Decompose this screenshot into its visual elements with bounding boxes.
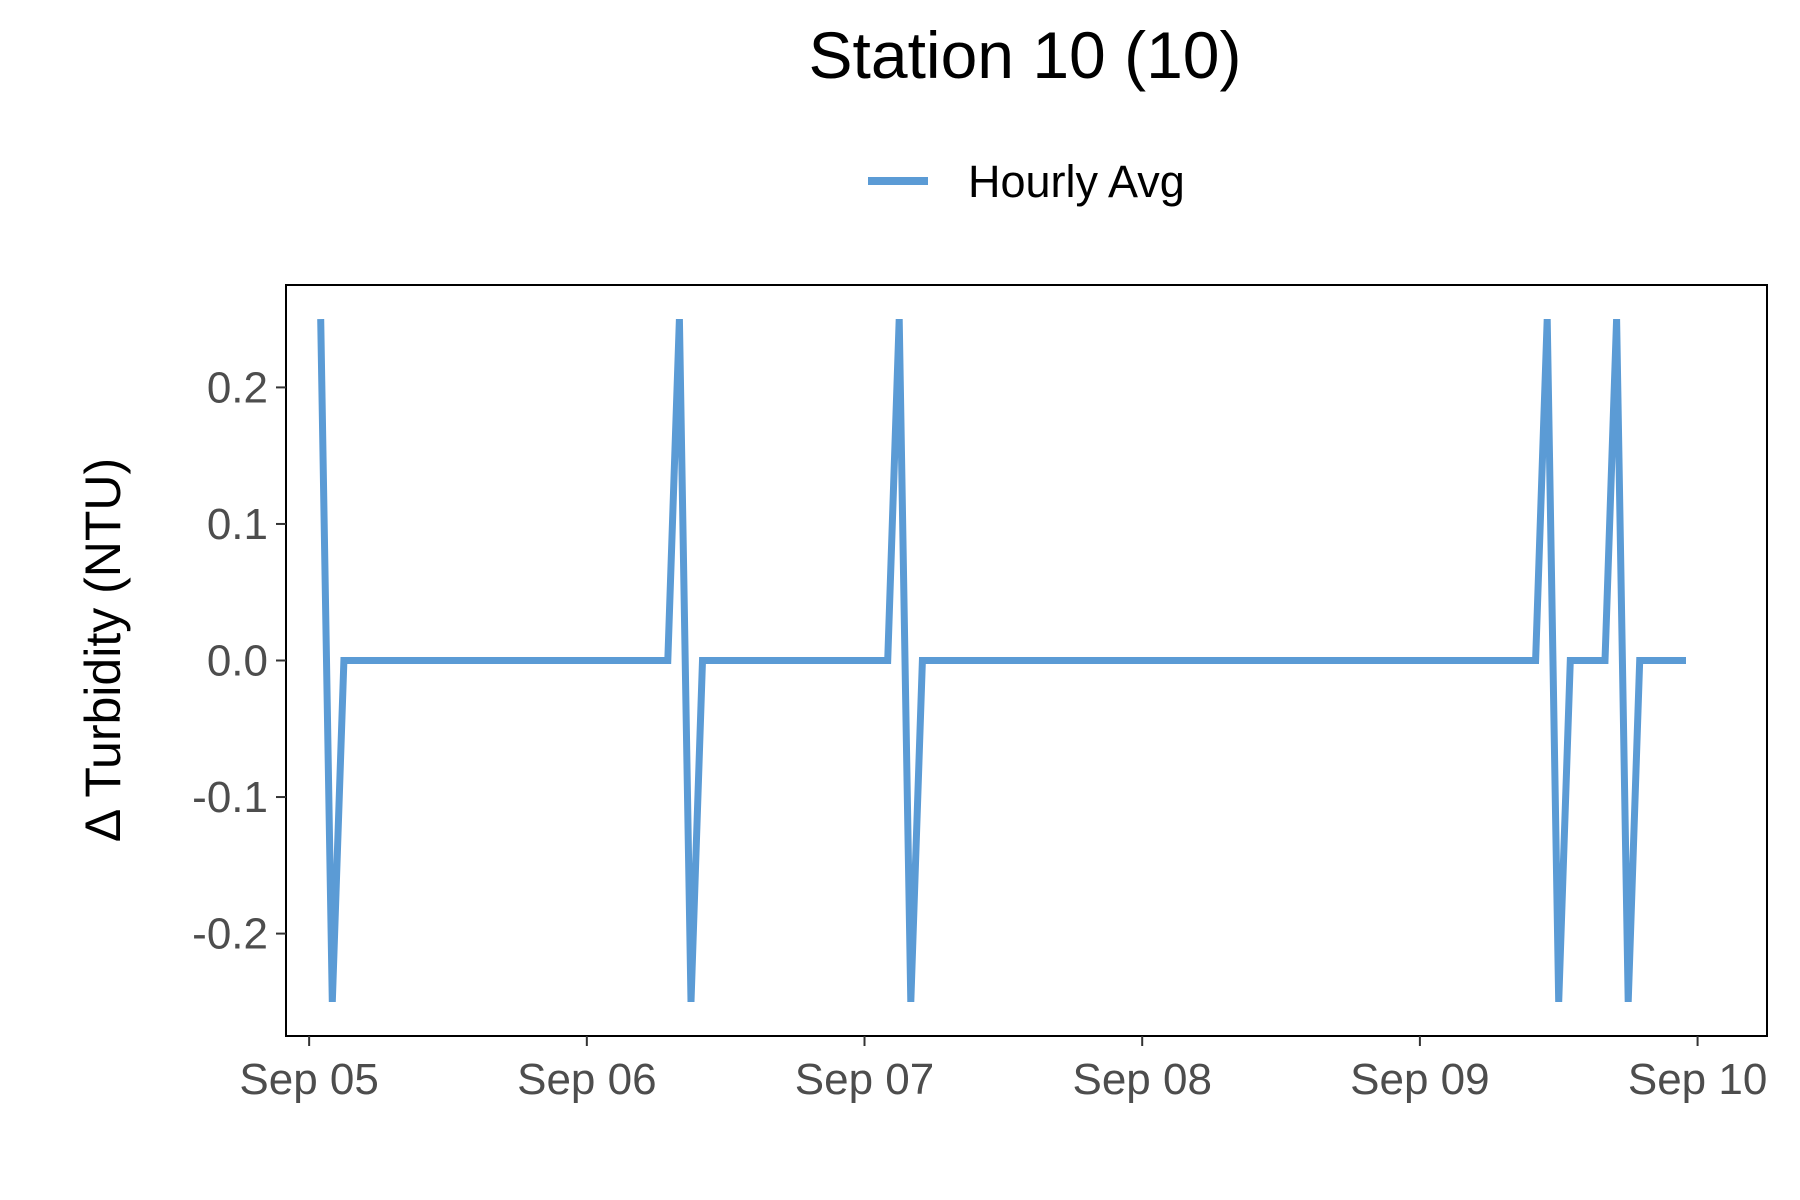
- x-tick-label: Sep 09: [1350, 1055, 1489, 1104]
- y-tick-label: 0.1: [207, 500, 268, 549]
- y-tick-label: 0.0: [207, 637, 268, 686]
- x-tick-label: Sep 05: [239, 1055, 378, 1104]
- y-tick-label: 0.2: [207, 363, 268, 412]
- chart-title: Station 10 (10): [809, 18, 1242, 92]
- x-tick-label: Sep 08: [1072, 1055, 1211, 1104]
- y-axis-label: Δ Turbidity (NTU): [75, 458, 131, 842]
- x-tick-label: Sep 07: [795, 1055, 934, 1104]
- y-tick-label: -0.2: [192, 910, 268, 959]
- y-tick-label: -0.1: [192, 773, 268, 822]
- series-layer: [317, 318, 1686, 1003]
- x-tick-label: Sep 10: [1628, 1055, 1767, 1104]
- x-tick-label: Sep 06: [517, 1055, 656, 1104]
- x-axis: Sep 05 Sep 06 Sep 07 Sep 08 Sep 09 Sep 10: [239, 1036, 1767, 1104]
- legend-label-hourly-avg: Hourly Avg: [968, 156, 1185, 207]
- legend: Hourly Avg: [868, 156, 1185, 207]
- y-axis: -0.2 -0.1 0.0 0.1 0.2: [192, 363, 286, 959]
- series-line-hourly-avg: [317, 318, 1686, 1003]
